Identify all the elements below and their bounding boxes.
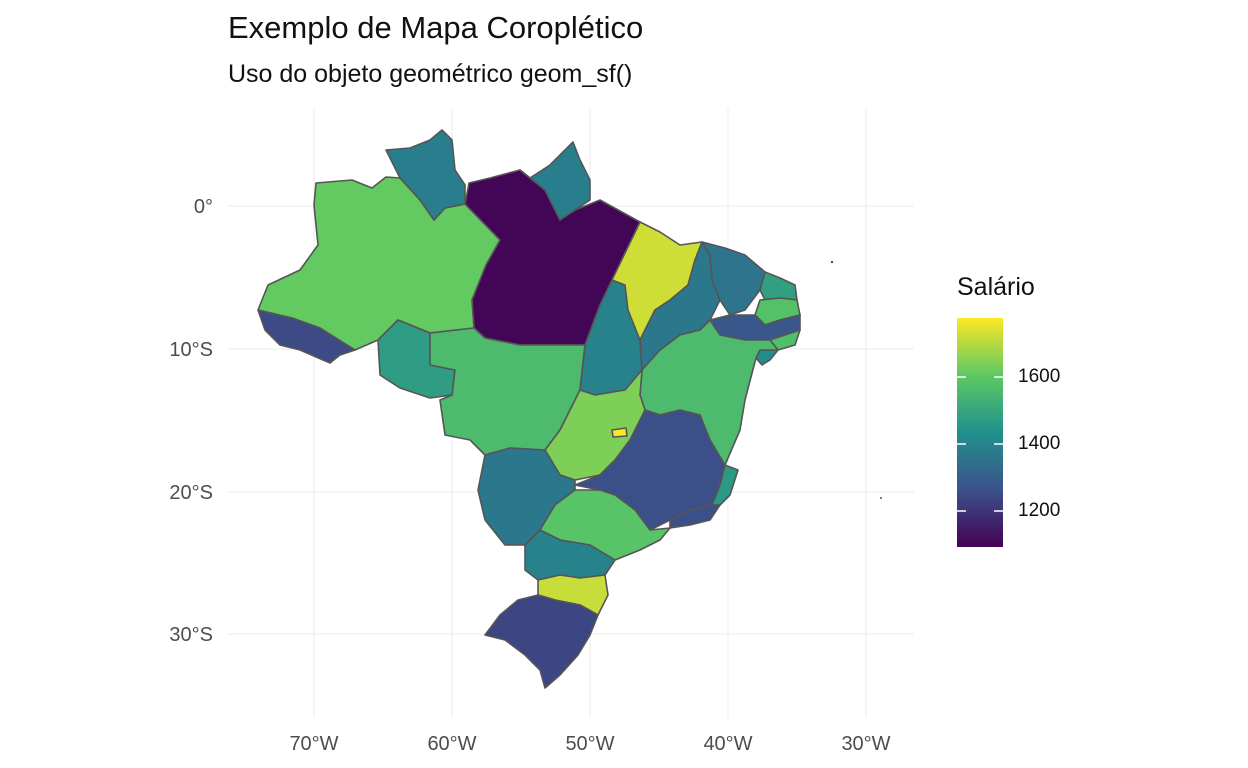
legend-label: 1600 — [1018, 366, 1061, 387]
chart-title: Exemplo de Mapa Coroplético — [228, 10, 644, 45]
state-DF — [611, 427, 628, 438]
state-CE — [701, 241, 766, 316]
x-tick-label: 50°W — [565, 733, 614, 755]
chart-subtitle: Uso do objeto geométrico geom_sf() — [228, 60, 633, 88]
x-tick-label: 70°W — [289, 733, 338, 755]
state-RR — [385, 129, 466, 221]
y-tick-label: 10°S — [169, 339, 213, 361]
state-RN — [759, 271, 798, 301]
y-tick-label: 0° — [194, 196, 213, 218]
x-axis-labels: 70°W 60°W 50°W 40°W 30°W — [289, 733, 890, 755]
legend-title: Salário — [957, 273, 1035, 301]
state-AC — [257, 309, 356, 364]
state-AP — [519, 141, 591, 221]
states — [257, 129, 801, 689]
state-RS — [484, 594, 599, 689]
legend-label: 1200 — [1018, 500, 1061, 521]
x-tick-label: 40°W — [703, 733, 752, 755]
state-RJ — [669, 504, 721, 529]
x-tick-label: 30°W — [841, 733, 890, 755]
y-tick-label: 20°S — [169, 482, 213, 504]
y-axis-labels: 0° 10°S 20°S 30°S — [169, 196, 213, 646]
legend-colorbar — [957, 318, 1003, 547]
y-tick-label: 30°S — [169, 624, 213, 646]
islands — [830, 260, 882, 499]
legend-label: 1400 — [1018, 433, 1061, 454]
x-tick-label: 60°W — [427, 733, 476, 755]
